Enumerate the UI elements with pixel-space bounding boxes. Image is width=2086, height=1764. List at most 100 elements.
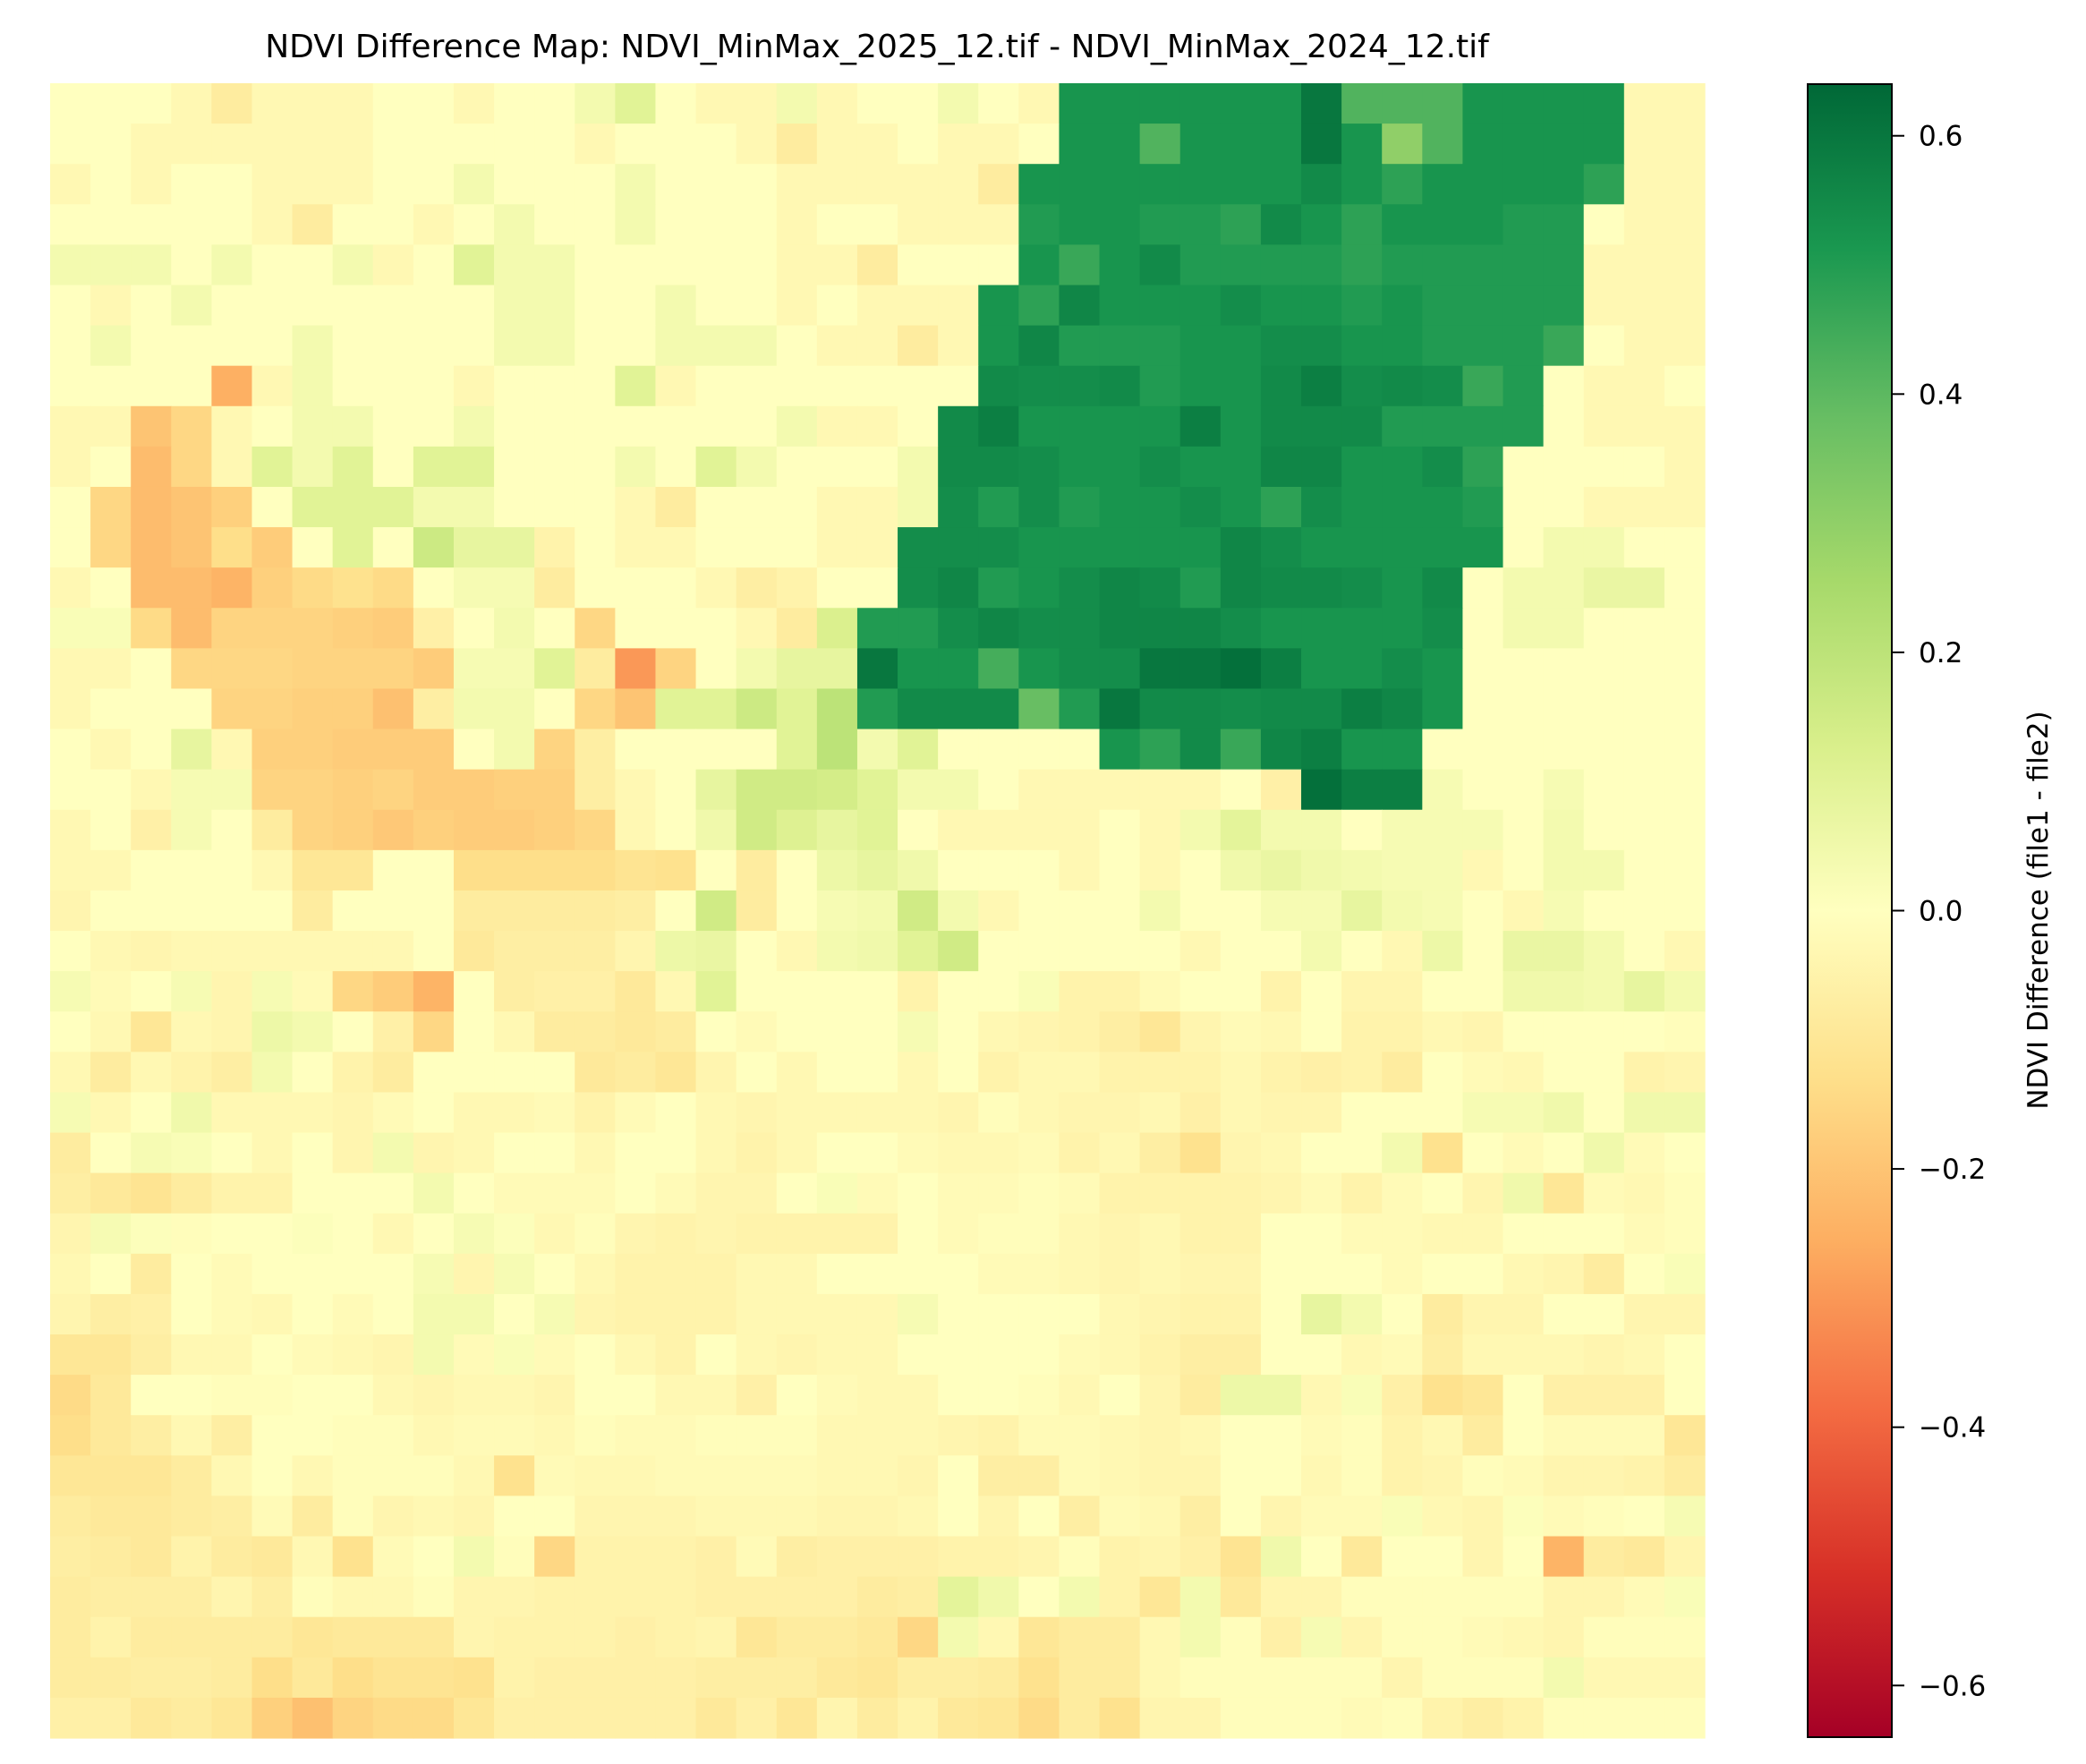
heatmap-cell <box>1260 567 1302 609</box>
heatmap-cell <box>494 1011 535 1052</box>
heatmap-cell <box>1382 931 1423 972</box>
heatmap-cell <box>615 567 657 609</box>
heatmap-cell <box>332 1415 374 1456</box>
heatmap-cell <box>1583 1253 1625 1295</box>
heatmap-cell <box>332 204 374 245</box>
heatmap-cell <box>816 365 858 407</box>
heatmap-cell <box>1220 1213 1262 1255</box>
heatmap-cell <box>494 1375 535 1416</box>
heatmap-cell <box>1422 1616 1464 1658</box>
heatmap-cell <box>1503 849 1545 891</box>
heatmap-cell <box>1220 1657 1262 1699</box>
heatmap-cell <box>1341 849 1383 891</box>
heatmap-cell <box>1462 608 1504 649</box>
heatmap-cell <box>856 204 898 245</box>
heatmap-cell <box>453 1092 495 1134</box>
heatmap-cell <box>494 729 535 771</box>
heatmap-cell <box>1422 729 1464 771</box>
heatmap-cell <box>453 285 495 327</box>
heatmap-cell <box>816 1657 858 1699</box>
heatmap-cell <box>372 890 414 932</box>
heatmap-cell <box>534 1293 575 1335</box>
heatmap-cell <box>898 1616 939 1658</box>
heatmap-cell <box>736 1011 778 1052</box>
heatmap-cell <box>1422 971 1464 1012</box>
heatmap-cell <box>816 1536 858 1578</box>
heatmap-cell <box>50 1375 91 1416</box>
heatmap-cell <box>655 971 697 1012</box>
heatmap-cell <box>856 769 898 811</box>
heatmap-cell <box>292 769 334 811</box>
heatmap-cell <box>938 688 979 730</box>
heatmap-cell <box>413 446 455 488</box>
heatmap-cell <box>736 1455 778 1497</box>
heatmap-cell <box>1503 769 1545 811</box>
heatmap-cell <box>1664 769 1706 811</box>
heatmap-cell <box>171 1455 212 1497</box>
heatmap-cell <box>1018 1455 1060 1497</box>
heatmap-cell <box>816 325 858 367</box>
heatmap-cell <box>1503 1334 1545 1376</box>
heatmap-cell <box>978 1172 1019 1214</box>
heatmap-cell <box>1623 567 1665 609</box>
heatmap-cell <box>856 1334 898 1376</box>
heatmap-cell <box>776 890 818 932</box>
heatmap-cell <box>978 527 1019 568</box>
heatmap-cell <box>736 849 778 891</box>
heatmap-cell <box>1623 729 1665 771</box>
heatmap-cell <box>655 1657 697 1699</box>
heatmap-cell <box>695 1536 737 1578</box>
heatmap-cell <box>615 1375 657 1416</box>
heatmap-cell <box>1462 1052 1504 1094</box>
heatmap-cell <box>1503 527 1545 568</box>
heatmap-cell <box>1422 164 1464 205</box>
heatmap-cell <box>1018 931 1060 972</box>
heatmap-cell <box>736 1334 778 1376</box>
heatmap-cell <box>494 1293 535 1335</box>
heatmap-cell <box>1462 1616 1504 1658</box>
heatmap-cell <box>1341 648 1383 690</box>
heatmap-cell <box>615 608 657 649</box>
heatmap-cell <box>938 648 979 690</box>
heatmap-cell <box>1179 285 1222 327</box>
heatmap-cell <box>1503 365 1545 407</box>
heatmap-cell <box>534 729 575 771</box>
heatmap-cell <box>1382 688 1423 730</box>
heatmap-cell <box>816 1415 858 1456</box>
heatmap-cell <box>1301 1375 1342 1416</box>
heatmap-cell <box>534 809 575 851</box>
heatmap-cell <box>413 1334 455 1376</box>
heatmap-cell <box>1341 325 1383 367</box>
heatmap-cell <box>575 1092 616 1134</box>
heatmap-cell <box>1301 688 1342 730</box>
heatmap-cell <box>453 244 495 286</box>
heatmap-cell <box>413 1011 455 1052</box>
heatmap-cell <box>131 1496 172 1538</box>
heatmap-cell <box>575 365 616 407</box>
heatmap-cell <box>50 1293 91 1335</box>
heatmap-cell <box>1583 1415 1625 1456</box>
heatmap-cell <box>1220 365 1262 407</box>
heatmap-cell <box>1422 1657 1464 1699</box>
heatmap-cell <box>978 164 1019 205</box>
heatmap-cell <box>413 688 455 730</box>
heatmap-cell <box>978 1375 1019 1416</box>
heatmap-cell <box>978 1092 1019 1134</box>
heatmap-cell <box>1179 1697 1222 1739</box>
heatmap-cell <box>494 1092 535 1134</box>
heatmap-cell <box>898 83 939 124</box>
heatmap-cell <box>50 405 91 447</box>
heatmap-cell <box>211 405 253 447</box>
heatmap-cell <box>372 124 414 165</box>
heatmap-cell <box>332 83 374 124</box>
heatmap-cell <box>1220 890 1262 932</box>
heatmap-cell <box>1382 325 1423 367</box>
heatmap-cell <box>1583 124 1625 165</box>
heatmap-cell <box>292 1455 334 1497</box>
heatmap-cell <box>292 124 334 165</box>
heatmap-cell <box>372 446 414 488</box>
heatmap-cell <box>1018 608 1060 649</box>
heatmap-cell <box>1301 1697 1342 1739</box>
heatmap-cell <box>776 164 818 205</box>
heatmap-cell <box>292 1172 334 1214</box>
